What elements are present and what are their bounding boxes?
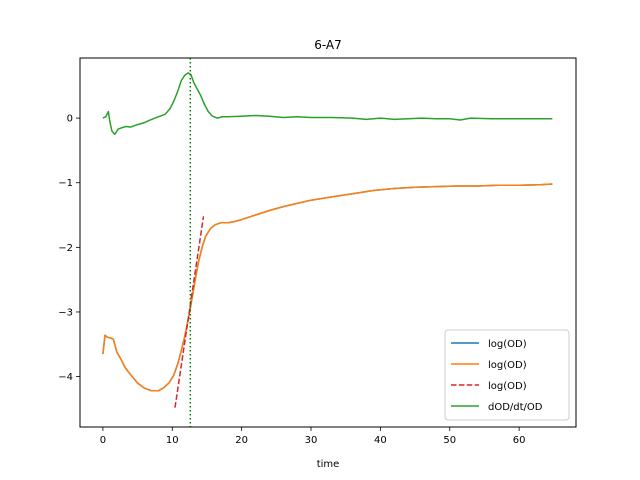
- series-line-log-od-2: [102, 183, 553, 392]
- y-tick-label: 0: [67, 114, 73, 125]
- legend-label-1: log(OD): [488, 339, 527, 350]
- legend-label-4: dOD/dt/OD: [488, 402, 543, 413]
- chart-title: 6-A7: [314, 38, 342, 52]
- legend: log(OD) log(OD) log(OD) dOD/dt/OD: [444, 329, 570, 421]
- x-tick-label: 40: [374, 435, 387, 446]
- x-axis: 0 10 20 30 40 50 60: [100, 427, 526, 446]
- legend-label-2: log(OD): [488, 360, 527, 371]
- x-tick-label: 60: [513, 435, 526, 446]
- series-line-log-od-3: [174, 216, 205, 408]
- y-tick-label: −2: [58, 243, 73, 254]
- y-tick-label: −1: [58, 178, 73, 189]
- plot-frame: [79, 57, 577, 428]
- x-tick-label: 50: [443, 435, 456, 446]
- y-axis: −4 −3 −2 −1 0: [58, 114, 80, 383]
- x-axis-label: time: [317, 459, 340, 470]
- y-tick-label: −3: [58, 307, 73, 318]
- y-tick-label: −4: [58, 372, 73, 383]
- legend-box: [444, 329, 570, 421]
- x-tick-label: 0: [100, 435, 106, 446]
- series-line-dod-dt-od-4: [102, 72, 553, 136]
- x-tick-label: 20: [235, 435, 248, 446]
- legend-label-3: log(OD): [488, 381, 527, 392]
- plot-lines: [102, 58, 553, 427]
- x-tick-label: 10: [166, 435, 179, 446]
- x-tick-label: 30: [305, 435, 318, 446]
